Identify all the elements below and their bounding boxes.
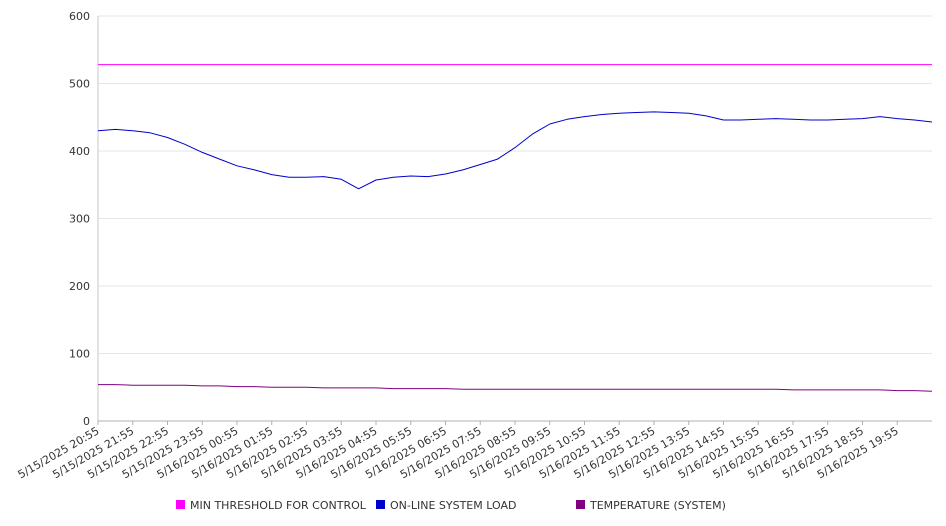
legend-item-0[interactable]: MIN THRESHOLD FOR CONTROL: [176, 499, 367, 512]
series-layer: [97, 64, 933, 392]
x-tick-labels: 5/15/2025 20:555/15/2025 21:555/15/2025 …: [16, 424, 901, 481]
y-tick-label: 100: [69, 348, 90, 361]
y-tick-label: 500: [69, 78, 90, 91]
legend-label: MIN THRESHOLD FOR CONTROL: [190, 499, 367, 512]
legend-swatch: [376, 500, 385, 509]
y-tick-label: 400: [69, 145, 90, 158]
grid-layer: [98, 15, 932, 422]
y-tick-label: 300: [69, 213, 90, 226]
legend-item-1[interactable]: ON-LINE SYSTEM LOAD: [376, 499, 516, 512]
legend-label: TEMPERATURE (SYSTEM): [589, 499, 726, 512]
legend-swatch: [576, 500, 585, 509]
y-tick-label: 0: [83, 415, 90, 428]
legend-label: ON-LINE SYSTEM LOAD: [390, 499, 516, 512]
legend[interactable]: MIN THRESHOLD FOR CONTROL ON-LINE SYSTEM …: [176, 499, 726, 512]
y-tick-label: 200: [69, 280, 90, 293]
axis-layer: 0 100 200 300 400 500 600: [69, 10, 932, 428]
series-line-2: [98, 384, 933, 392]
y-tick-label: 600: [69, 10, 90, 23]
series-line-1: [97, 111, 933, 190]
legend-swatch: [176, 500, 185, 509]
legend-item-2[interactable]: TEMPERATURE (SYSTEM): [576, 499, 726, 512]
